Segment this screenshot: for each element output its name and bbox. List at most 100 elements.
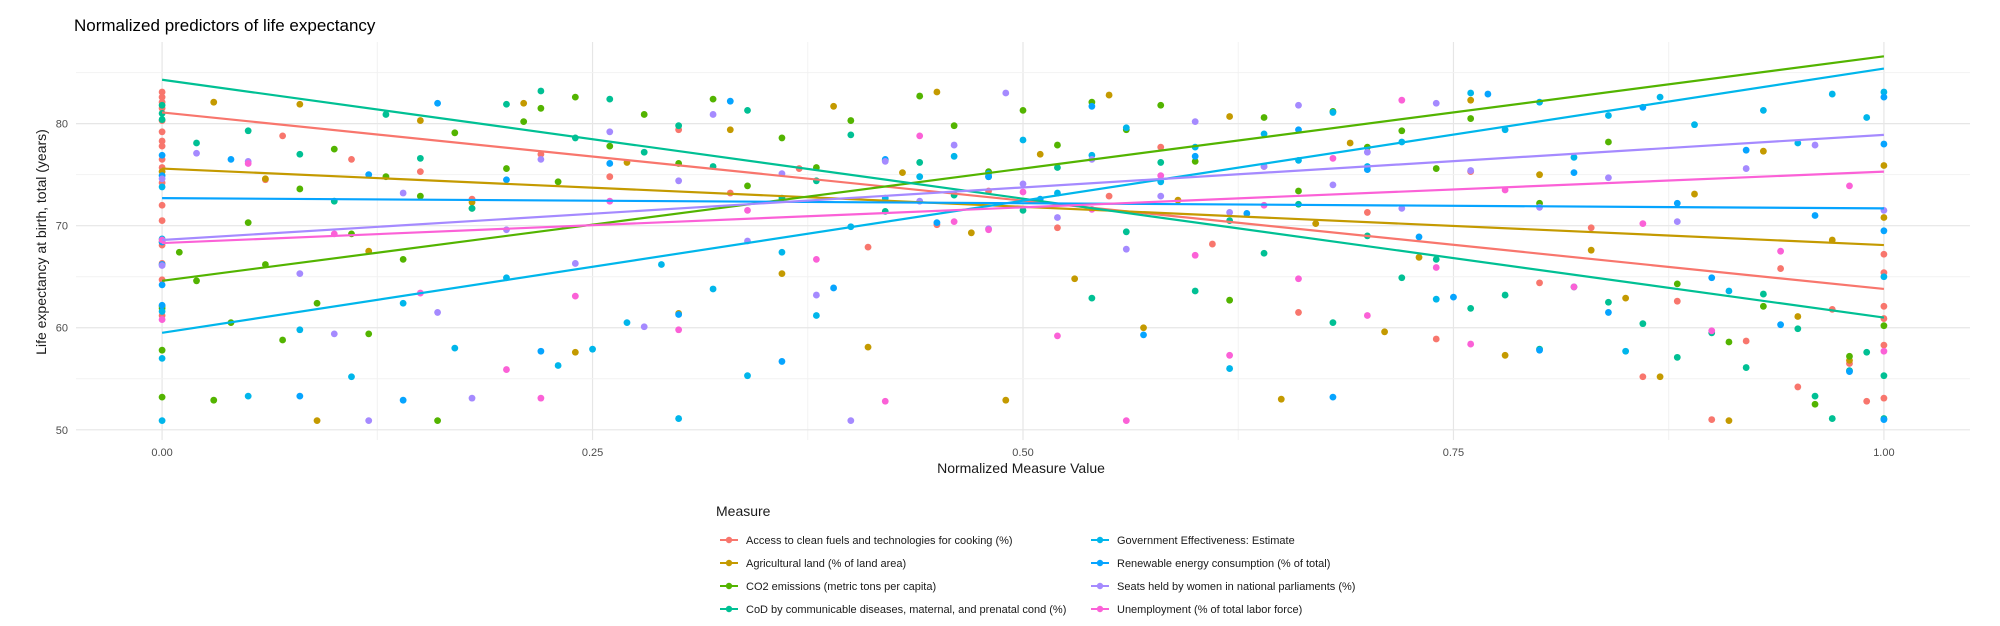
data-point (1811, 392, 1819, 400)
data-point (468, 204, 476, 212)
data-point (158, 354, 166, 362)
data-point (175, 248, 183, 256)
x-tick-label: 0.75 (1443, 447, 1464, 459)
data-point (1209, 240, 1216, 248)
legend-key-dot (725, 582, 733, 590)
data-point (1605, 298, 1612, 306)
legend-item: Government Effectiveness: Estimate (1091, 535, 1295, 547)
data-point (1381, 328, 1388, 336)
legend-item: Agricultural land (% of land area) (720, 558, 906, 570)
data-point (1708, 327, 1716, 335)
data-point (1329, 319, 1337, 327)
data-point (1157, 172, 1165, 180)
x-tick-label: 0.50 (1012, 447, 1033, 459)
data-point (1742, 146, 1750, 154)
data-point (434, 99, 441, 107)
data-point (1794, 325, 1802, 333)
data-point (1122, 228, 1130, 236)
data-point (1226, 351, 1234, 359)
legend-label: Government Effectiveness: Estimate (1117, 535, 1295, 547)
data-point (158, 201, 166, 209)
data-point (1622, 294, 1630, 302)
data-point (1467, 304, 1475, 312)
data-point (1501, 291, 1509, 299)
data-point (1673, 353, 1681, 361)
legend-label: CO2 emissions (metric tons per capita) (746, 581, 936, 593)
data-point (864, 343, 872, 351)
data-point (279, 132, 287, 140)
data-point (571, 93, 579, 101)
legend-item: Seats held by women in national parliame… (1091, 581, 1355, 593)
data-point (1880, 394, 1888, 402)
data-point (709, 95, 717, 103)
data-point (468, 394, 476, 402)
data-point (1432, 255, 1440, 263)
legend-item: CO2 emissions (metric tons per capita) (720, 581, 936, 593)
data-point (1846, 368, 1853, 376)
data-point (1639, 220, 1647, 228)
series-points (158, 87, 1888, 422)
data-point (1673, 280, 1681, 288)
data-point (416, 192, 424, 200)
data-point (244, 392, 252, 400)
data-point (571, 260, 579, 267)
data-point (950, 122, 958, 130)
data-point (1880, 250, 1888, 258)
data-point (1432, 165, 1440, 172)
data-point (778, 248, 786, 256)
data-point (1880, 88, 1888, 96)
data-point (1570, 283, 1578, 291)
x-tick-label: 0.25 (582, 447, 603, 459)
data-point (1725, 338, 1733, 346)
data-point (244, 219, 252, 227)
data-point (1363, 148, 1371, 156)
data-point (1363, 312, 1371, 319)
data-point (537, 347, 545, 355)
data-point (1088, 294, 1096, 302)
data-point (571, 348, 579, 356)
data-point (847, 117, 855, 124)
data-point (279, 336, 287, 344)
data-point (158, 417, 166, 425)
data-point (1191, 118, 1199, 125)
data-point (675, 326, 683, 334)
data-point (847, 131, 855, 139)
data-point (503, 100, 510, 108)
data-point (1019, 188, 1027, 196)
data-point (1226, 296, 1234, 304)
data-point (1191, 152, 1199, 160)
legend-label: Renewable energy consumption (% of total… (1117, 558, 1330, 570)
data-point (1759, 302, 1767, 310)
data-point (158, 346, 166, 354)
data-point (158, 316, 166, 323)
trend-line (161, 78, 1885, 319)
data-point (1880, 140, 1888, 148)
data-point (726, 126, 734, 134)
data-point (1054, 164, 1061, 171)
series-points (158, 90, 1888, 423)
data-point (313, 417, 321, 425)
data-point (330, 145, 338, 153)
trend-line (162, 133, 1884, 242)
legend-key-dot (1096, 559, 1104, 567)
data-point (916, 132, 924, 140)
data-point (365, 171, 373, 179)
data-point (158, 142, 166, 150)
data-point (313, 299, 321, 307)
data-point (158, 301, 166, 309)
data-point (1054, 214, 1061, 221)
data-point (1467, 89, 1475, 97)
data-point (1863, 114, 1871, 121)
data-point (606, 95, 614, 103)
data-point (158, 137, 166, 145)
trend-line (162, 170, 1884, 245)
data-point (520, 118, 528, 125)
data-point (1587, 246, 1595, 254)
data-point (589, 345, 596, 353)
data-point (537, 87, 545, 95)
plot-panel (76, 42, 1970, 440)
data-point (1071, 275, 1079, 283)
data-point (1880, 341, 1888, 349)
data-point (864, 243, 872, 251)
data-point (606, 173, 614, 181)
